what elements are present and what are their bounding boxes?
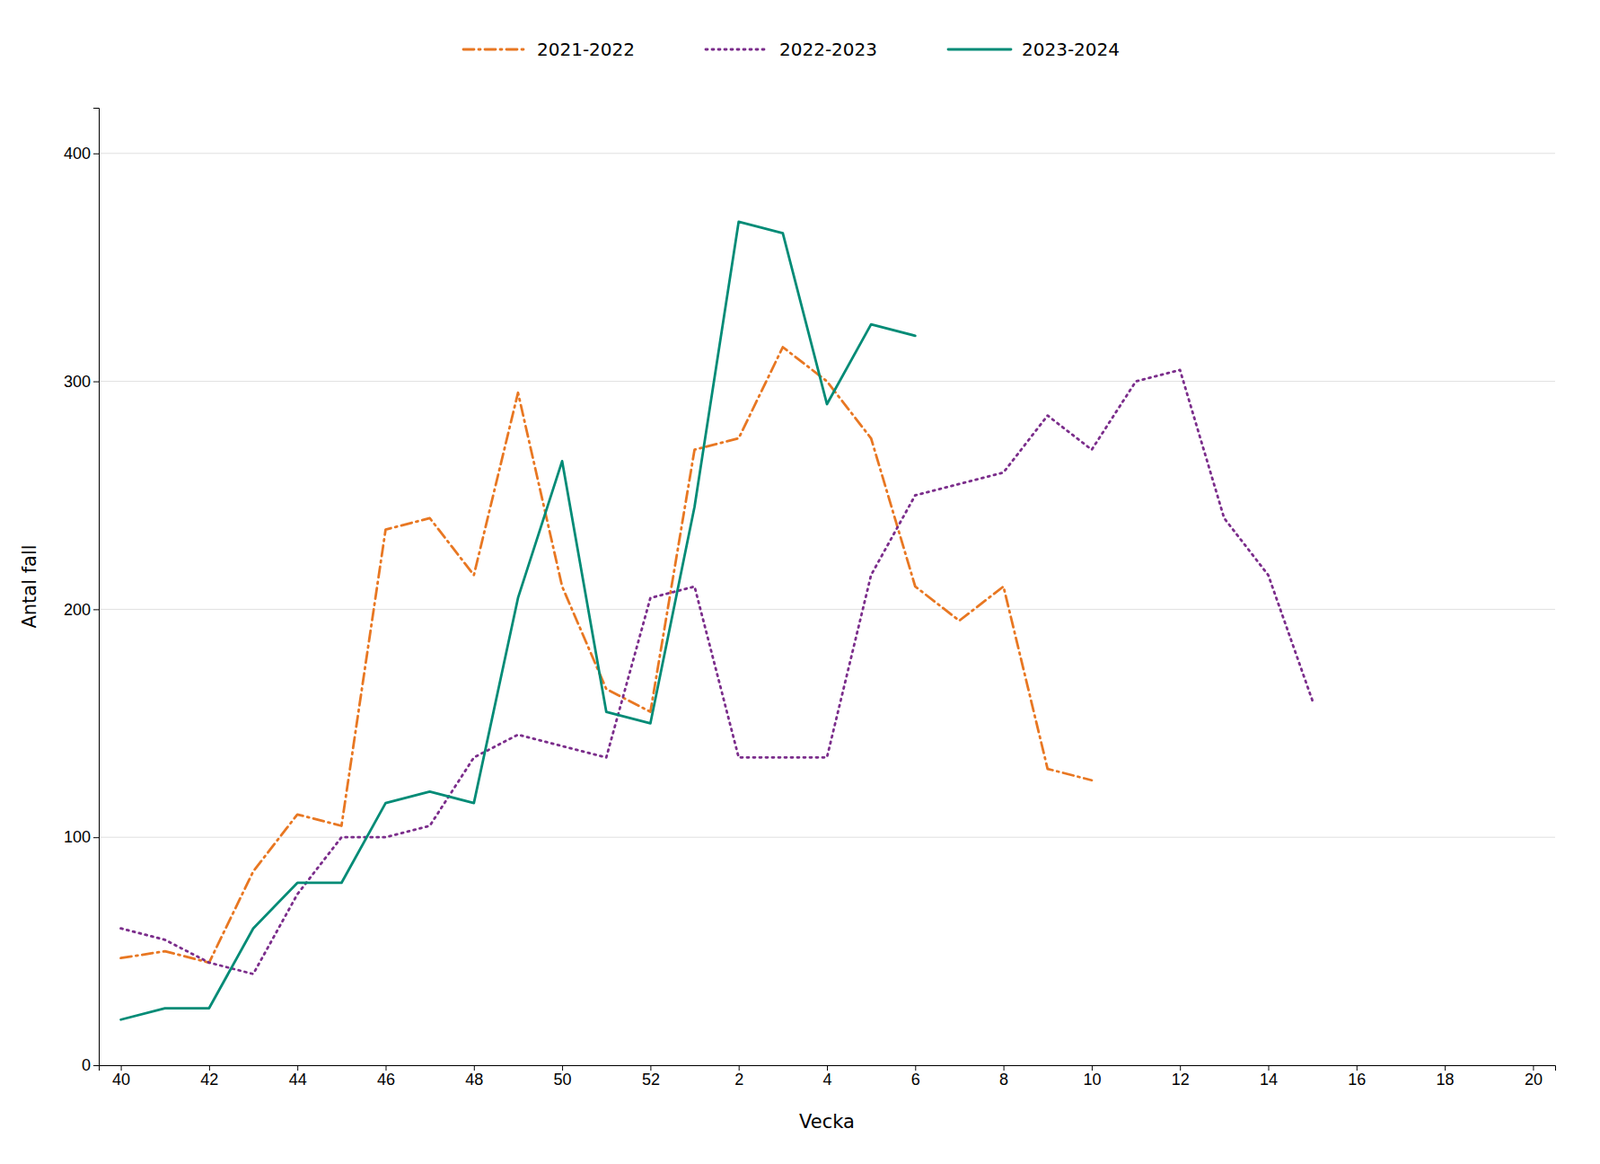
x-tick: 42 [200,1064,219,1089]
legend-item: 2023-2024 [948,38,1120,61]
y-tick-mark [93,608,99,610]
x-tick-label: 52 [641,1070,660,1089]
x-tick-label: 6 [911,1070,921,1089]
y-tick-mark [93,1064,99,1066]
x-tick-label: 4 [822,1070,832,1089]
x-tick: 10 [1082,1064,1101,1089]
x-tick-label: 14 [1259,1070,1278,1089]
y-tick: 200 [63,600,99,619]
x-tick: 6 [911,1064,921,1089]
grid-line [98,152,1556,154]
x-tick-label: 48 [465,1070,484,1089]
y-tick-mark [93,381,99,383]
legend-label: 2022-2023 [779,38,878,61]
x-tick: 46 [377,1064,396,1089]
x-tick: 18 [1436,1064,1455,1089]
x-tick: 12 [1171,1064,1190,1089]
legend: 2021-2022 2022-2023 2023-2024 [463,38,1120,61]
x-tick: 14 [1259,1064,1278,1089]
x-tick-label: 8 [999,1070,1009,1089]
x-tick-label: 46 [377,1070,396,1089]
y-tick-label: 100 [63,827,91,846]
legend-swatch [705,48,769,52]
x-tick: 16 [1347,1064,1366,1089]
x-tick-label: 20 [1524,1070,1543,1089]
series-line [121,221,916,1020]
y-tick: 300 [63,372,99,391]
x-tick: 40 [112,1064,131,1089]
x-tick: 20 [1524,1064,1543,1089]
legend-label: 2021-2022 [536,38,635,61]
y-axis: 0 100 200 300 400 [63,108,100,1075]
x-tick-label: 16 [1347,1070,1366,1089]
y-axis-line [93,108,100,1066]
x-tick-label: 50 [553,1070,572,1089]
x-tick: 52 [641,1064,660,1089]
series-line [121,347,1092,963]
legend-item: 2022-2023 [705,38,878,61]
y-tick: 400 [63,144,99,163]
y-tick-label: 0 [81,1055,91,1074]
x-tick-label: 18 [1436,1070,1455,1089]
y-tick-label: 300 [63,372,91,391]
y-tick-label: 400 [63,144,91,163]
chart-container: 4042444648505224681012141618200100200300… [0,0,1600,1164]
grid-line [98,608,1556,610]
y-axis-title: Antal fall [18,544,41,628]
x-tick-label: 44 [289,1070,308,1089]
legend-label: 2023-2024 [1021,38,1120,61]
x-tick: 50 [553,1064,572,1089]
x-tick: 4 [822,1064,832,1089]
y-tick-mark [93,836,99,838]
grid-line [98,836,1556,838]
x-tick-label: 42 [200,1070,219,1089]
y-tick: 0 [81,1055,99,1074]
lines [121,221,1313,1020]
x-tick: 48 [465,1064,484,1089]
x-tick-label: 10 [1082,1070,1101,1089]
y-tick-label: 200 [63,600,91,619]
x-tick-label: 40 [112,1070,131,1089]
y-tick: 100 [63,827,99,846]
chart: 4042444648505224681012141618200100200300… [0,0,1600,1164]
x-tick: 8 [999,1064,1009,1089]
x-tick: 2 [734,1064,744,1089]
x-tick-label: 2 [734,1070,744,1089]
legend-swatch [948,48,1011,52]
grid [98,153,1556,1065]
legend-item: 2021-2022 [463,38,635,61]
x-tick-label: 12 [1171,1070,1190,1089]
x-axis: 404244464850522468101214161820 [99,1064,1557,1089]
legend-swatch [463,48,527,52]
y-tick-mark [93,153,99,155]
x-tick: 44 [289,1064,308,1089]
x-axis-title: Vecka [799,1110,855,1133]
